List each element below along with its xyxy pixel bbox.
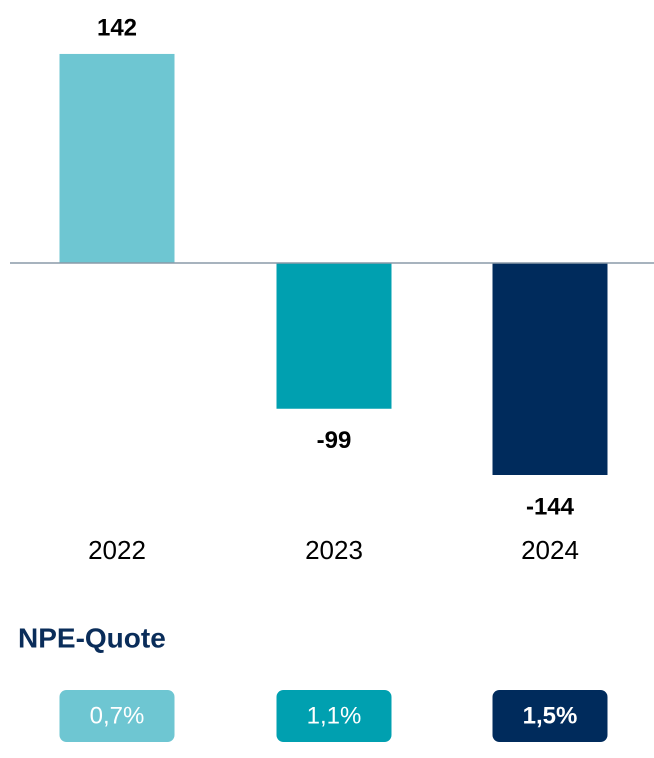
npe-box — [59, 690, 175, 742]
npe-value: 0,7% — [90, 702, 145, 729]
x-tick-label: 2022 — [88, 535, 146, 565]
value-label: 142 — [97, 14, 137, 41]
npe-box — [492, 690, 608, 742]
npe-value: 1,5% — [523, 702, 578, 729]
npe-value: 1,1% — [307, 702, 362, 729]
value-label: -99 — [317, 427, 352, 454]
x-tick-label: 2024 — [521, 535, 579, 565]
bar — [492, 263, 608, 475]
bar — [276, 263, 392, 409]
npe-box — [276, 690, 392, 742]
bar — [59, 53, 175, 263]
x-tick-label: 2023 — [305, 535, 363, 565]
value-label: -144 — [526, 493, 575, 520]
section-title: NPE-Quote — [18, 622, 166, 653]
